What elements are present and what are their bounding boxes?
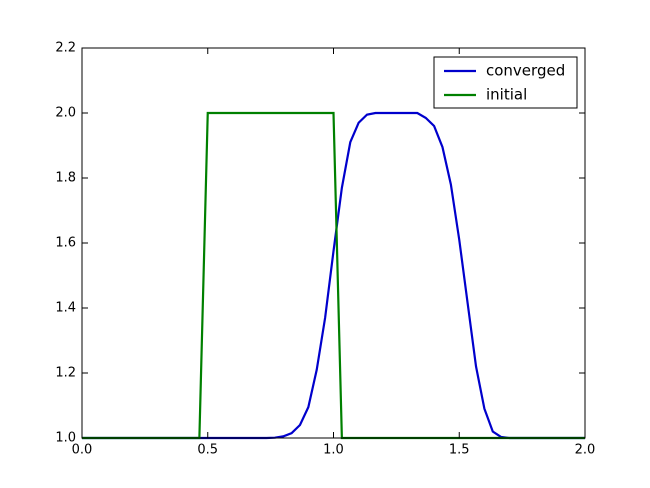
data-line — [82, 111, 585, 440]
y-tick-label: 1.8 — [55, 171, 76, 186]
x-tick-label: 0.0 — [72, 443, 93, 458]
x-tick-label: 0.5 — [197, 443, 218, 458]
y-tick-label: 1.4 — [55, 301, 76, 316]
y-tick-label: 1.2 — [55, 366, 76, 381]
x-tick-label: 2.0 — [575, 443, 596, 458]
legend-label: converged — [486, 62, 565, 80]
legend-label: initial — [486, 86, 527, 104]
legend-box — [433, 56, 578, 109]
y-tick-label: 1.0 — [55, 431, 76, 446]
x-tick-label: 1.5 — [449, 443, 470, 458]
y-tick-label: 2.0 — [55, 106, 76, 121]
y-tick-label: 2.2 — [55, 41, 76, 56]
y-tick-label: 1.6 — [55, 236, 76, 251]
x-tick-label: 1.0 — [323, 443, 344, 458]
data-line — [82, 111, 585, 440]
